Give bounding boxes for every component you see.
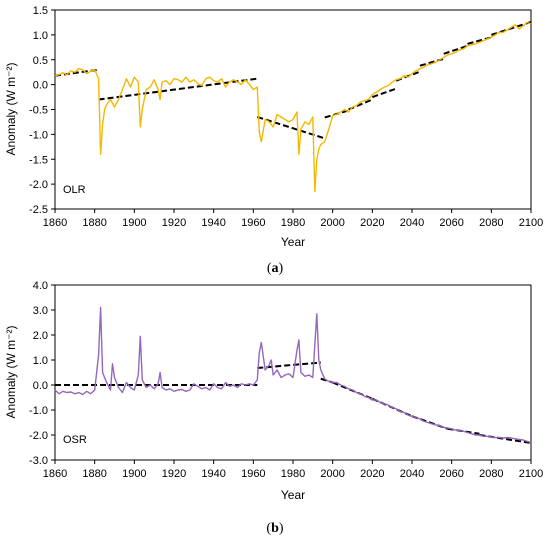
series-line-osr [54, 306, 532, 444]
y-tick-label: 1.0 [33, 30, 48, 42]
x-tick-label: 2060 [439, 217, 463, 229]
x-axis-label-a: Year [281, 235, 305, 249]
x-tick-label: 1960 [241, 468, 265, 480]
x-tick-label: 2100 [519, 468, 543, 480]
x-tick-label: 1920 [162, 468, 186, 480]
plot-area-b [54, 284, 532, 461]
plot-area-a [54, 9, 532, 210]
x-axis-label-b: Year [281, 488, 305, 502]
y-tick-label: 3.0 [33, 305, 48, 317]
trend-line [491, 20, 532, 36]
panel-b-osr-chart: -3.0 -2.0 -1.0 0.0 1.0 2.0 3.0 4.0 1860 1880 1900… [4, 280, 543, 536]
y-tick-label: 0.0 [33, 80, 48, 92]
y-tick-label: 4.0 [33, 280, 48, 292]
y-tick-label: -1.0 [29, 405, 48, 417]
y-tick-label: -2.0 [29, 430, 48, 442]
x-tick-label: 1880 [82, 217, 106, 229]
y-tick-label: 1.0 [33, 355, 48, 367]
x-tick-label: 1880 [82, 468, 106, 480]
x-tick-label: 1960 [241, 217, 265, 229]
trend-line [371, 87, 397, 99]
y-tick-label: 0.0 [33, 380, 48, 392]
x-tick-label: 1940 [201, 468, 225, 480]
y-tick-label: -2.5 [29, 204, 48, 216]
y-tick-label: -1.0 [29, 129, 48, 141]
x-tick-label: 2100 [519, 217, 543, 229]
panel-label-b: (b) [266, 521, 283, 536]
y-tick-label: -3.0 [29, 455, 48, 467]
x-tick-label: 1900 [122, 217, 146, 229]
y-tick-label: -0.5 [29, 105, 48, 117]
trend-line [443, 44, 468, 55]
y-tick-label: 0.5 [33, 55, 48, 67]
panel-a-olr-chart: -2.5 -2.0 -1.5 -1.0 -0.5 0.0 0.5 1.0 1.5 1860 188… [4, 5, 543, 276]
panel-label-a: (a) [267, 261, 284, 276]
x-tick-label: 1860 [43, 217, 67, 229]
x-tick-label: 1980 [281, 217, 305, 229]
x-tick-label: 2020 [360, 468, 384, 480]
y-axis-label-a: Anomaly (W m⁻²) [4, 62, 18, 155]
x-tick-label: 2000 [320, 468, 344, 480]
x-tick-label: 1980 [281, 468, 305, 480]
y-tick-label: -1.5 [29, 154, 48, 166]
x-tick-label: 2080 [479, 468, 503, 480]
x-tick-label: 1940 [201, 217, 225, 229]
x-tick-label: 2020 [360, 217, 384, 229]
inset-label-olr: OLR [63, 184, 86, 196]
x-tick-label: 1900 [122, 468, 146, 480]
x-tick-label: 2040 [400, 217, 424, 229]
y-tick-label: 1.5 [33, 5, 48, 17]
x-tick-label: 2040 [400, 468, 424, 480]
x-tick-label: 1920 [162, 217, 186, 229]
x-tick-label: 2080 [479, 217, 503, 229]
x-tick-label: 2060 [439, 468, 463, 480]
y-tick-label: 2.0 [33, 330, 48, 342]
series-line-olr [54, 21, 532, 193]
y-tick-label: -2.0 [29, 179, 48, 191]
inset-label-osr: OSR [63, 434, 87, 446]
x-tick-label: 1860 [43, 468, 67, 480]
x-tick-label: 2000 [320, 217, 344, 229]
y-axis-label-b: Anomaly (W m⁻²) [4, 325, 18, 418]
